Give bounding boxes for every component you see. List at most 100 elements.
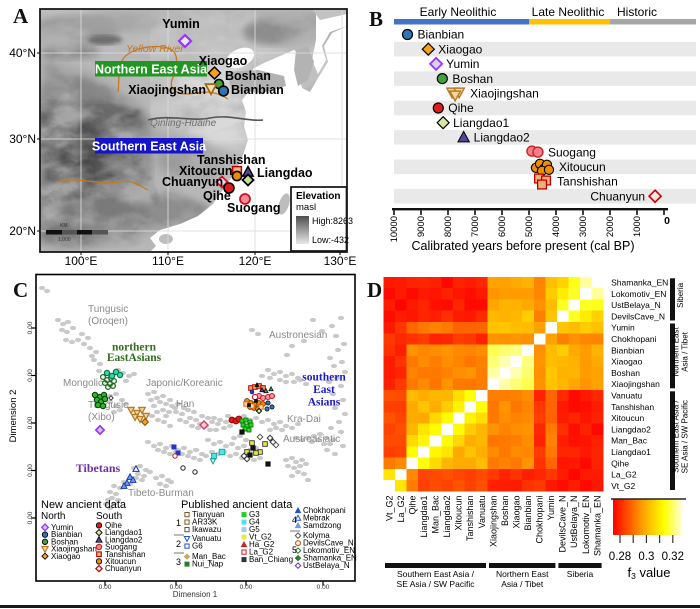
svg-text:Qihe: Qihe <box>611 458 629 468</box>
svg-text:Siberia: Siberia <box>676 282 685 307</box>
svg-text:Chuanyun: Chuanyun <box>162 175 223 189</box>
svg-text:120°E: 120°E <box>239 254 272 268</box>
svg-text:SE Asia / SW Pacific: SE Asia / SW Pacific <box>397 579 476 589</box>
svg-text:3: 3 <box>176 557 181 567</box>
svg-text:EastAsians: EastAsians <box>107 352 162 364</box>
svg-text:Qihe: Qihe <box>203 189 231 203</box>
svg-text:0.32: 0.32 <box>662 551 684 563</box>
svg-text:La_G2: La_G2 <box>396 496 406 523</box>
svg-text:Man_Bac: Man_Bac <box>611 436 648 446</box>
svg-text:Han: Han <box>176 399 194 410</box>
svg-text:UstBelaya_N: UstBelaya_N <box>611 300 661 310</box>
svg-text:Dimension 1: Dimension 1 <box>173 590 218 599</box>
svg-text:Xiaogao: Xiaogao <box>51 552 81 561</box>
svg-text:Southern East Asia: Southern East Asia <box>92 140 207 154</box>
svg-text:20°N: 20°N <box>9 224 36 238</box>
svg-text:Tibeto-Burman: Tibeto-Burman <box>128 488 194 499</box>
svg-text:Liangdao1: Liangdao1 <box>453 116 509 130</box>
svg-text:Shamanka_EN: Shamanka_EN <box>611 277 668 287</box>
svg-text:DevilsCave_N: DevilsCave_N <box>303 539 354 548</box>
svg-text:0.00: 0.00 <box>240 584 253 591</box>
svg-text:C: C <box>13 278 28 302</box>
svg-text:UstBelaya_N: UstBelaya_N <box>303 561 350 570</box>
svg-text:Suogang: Suogang <box>227 201 280 215</box>
svg-text:Vt_G2: Vt_G2 <box>249 533 272 542</box>
svg-text:Chuanyun: Chuanyun <box>105 564 141 573</box>
svg-text:masl: masl <box>296 202 316 213</box>
svg-text:Chokhopani: Chokhopani <box>303 506 346 515</box>
svg-text:Liangdao1: Liangdao1 <box>105 528 143 537</box>
svg-text:Boshan: Boshan <box>225 69 271 83</box>
svg-text:Xiaojingshan: Xiaojingshan <box>488 496 498 548</box>
svg-text:110°E: 110°E <box>152 254 184 268</box>
svg-text:Liangdao2: Liangdao2 <box>105 535 143 544</box>
svg-text:B: B <box>369 7 383 31</box>
svg-text:9000: 9000 <box>416 216 427 237</box>
svg-text:Early Neolithic: Early Neolithic <box>420 5 497 19</box>
svg-text:0.00: 0.00 <box>27 321 34 334</box>
svg-text:1,000: 1,000 <box>58 237 71 243</box>
svg-text:Austroasiatic: Austroasiatic <box>283 434 340 445</box>
svg-text:Qinling-Huaihe: Qinling-Huaihe <box>150 118 217 129</box>
svg-text:Yumin: Yumin <box>51 523 73 532</box>
svg-text:3000: 3000 <box>578 216 589 237</box>
svg-text:5: 5 <box>292 545 297 555</box>
svg-text:Xiaojingshan: Xiaojingshan <box>470 87 539 101</box>
svg-text:southern: southern <box>302 372 346 384</box>
svg-text:0: 0 <box>664 215 670 227</box>
svg-text:Low:-432: Low:-432 <box>312 235 349 245</box>
svg-text:Tianyuan: Tianyuan <box>192 510 225 519</box>
svg-text:Tibetans: Tibetans <box>76 461 121 475</box>
svg-text:A: A <box>13 4 29 28</box>
svg-text:La_G2: La_G2 <box>611 470 637 480</box>
svg-text:DevilsCave_N: DevilsCave_N <box>611 311 665 321</box>
svg-text:Liangdao2: Liangdao2 <box>474 131 530 145</box>
svg-text:D: D <box>367 278 382 302</box>
svg-text:Siberia: Siberia <box>567 569 594 579</box>
svg-text:Lokomotiv_EN: Lokomotiv_EN <box>611 289 666 299</box>
svg-text:0.00: 0.00 <box>27 464 34 477</box>
svg-text:f3 value: f3 value <box>627 565 670 581</box>
svg-text:Xiaogao: Xiaogao <box>611 357 642 367</box>
svg-text:Late Neolithic: Late Neolithic <box>532 5 605 19</box>
svg-text:0.00: 0.00 <box>27 416 34 429</box>
svg-text:Suogang: Suogang <box>105 543 137 552</box>
svg-text:La_G2: La_G2 <box>249 548 274 557</box>
svg-text:Xiaogao: Xiaogao <box>438 42 482 56</box>
svg-text:KM: KM <box>60 223 68 229</box>
svg-text:10000: 10000 <box>389 216 400 242</box>
svg-text:0.00: 0.00 <box>99 584 112 591</box>
svg-text:Xitoucun: Xitoucun <box>611 413 644 423</box>
svg-text:northern: northern <box>112 342 157 354</box>
svg-text:G3: G3 <box>249 510 260 519</box>
svg-text:Liangdao2: Liangdao2 <box>442 496 452 538</box>
svg-text:Xiaojingshan: Xiaojingshan <box>128 83 206 97</box>
svg-text:Lokomotiv_EN: Lokomotiv_EN <box>303 546 355 555</box>
svg-text:Asians: Asians <box>308 397 341 409</box>
svg-text:Tungusic: Tungusic <box>88 304 128 315</box>
svg-text:Kolyma: Kolyma <box>303 531 330 540</box>
svg-text:G4: G4 <box>249 518 260 527</box>
svg-text:Liangdao2: Liangdao2 <box>611 424 651 434</box>
svg-text:Ha_G2: Ha_G2 <box>249 540 275 549</box>
svg-text:8000: 8000 <box>443 216 454 237</box>
svg-text:0.00: 0.00 <box>317 584 330 591</box>
svg-text:Northern East Asia: Northern East Asia <box>95 63 208 77</box>
svg-text:Yumin: Yumin <box>162 17 200 31</box>
svg-text:East: East <box>313 384 335 396</box>
svg-text:Elevation: Elevation <box>296 191 340 202</box>
svg-text:G5: G5 <box>249 525 260 534</box>
svg-text:0.00: 0.00 <box>27 511 34 524</box>
svg-text:UstBelaya_N: UstBelaya_N <box>569 496 579 549</box>
svg-text:Liangdao1: Liangdao1 <box>611 447 651 457</box>
svg-text:Ban_Chiang: Ban_Chiang <box>249 555 293 564</box>
svg-text:4000: 4000 <box>551 216 562 237</box>
svg-text:Xitoucun: Xitoucun <box>454 496 464 531</box>
svg-text:Historic: Historic <box>617 5 657 19</box>
svg-text:Xiaogao: Xiaogao <box>511 496 521 529</box>
svg-text:Qihe: Qihe <box>105 521 122 530</box>
svg-text:Xiaojingshan: Xiaojingshan <box>611 379 660 389</box>
svg-text:Qihe: Qihe <box>448 101 474 115</box>
svg-text:Bianbian: Bianbian <box>51 530 82 539</box>
svg-text:7000: 7000 <box>470 216 481 237</box>
